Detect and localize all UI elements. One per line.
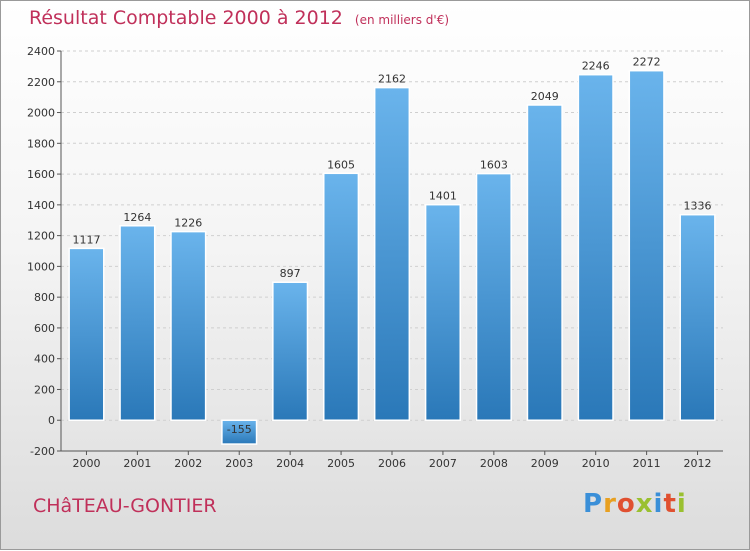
bar [424,203,461,421]
logo-letter: i [676,489,687,519]
logo-letter: i [653,489,664,519]
data-label: 2162 [378,73,406,86]
x-tick-label: 2009 [531,457,559,470]
bar [628,69,665,421]
y-tick-label: 800 [34,291,55,304]
y-tick-label: 0 [48,414,55,427]
y-tick-label: 2400 [27,45,55,58]
x-tick-label: 2002 [174,457,202,470]
y-tick-label: 2200 [27,76,55,89]
data-label: 2049 [531,90,559,103]
logo-letter: r [603,489,617,519]
logo-letter: P [583,489,604,519]
chart-title: Résultat Comptable 2000 à 2012 (en millie… [29,7,449,29]
y-tick-label: 400 [34,353,55,366]
bar [577,73,614,421]
x-axis: 2000 2001 2002 2003 2004 2005 2006 2007 2008 2009… [72,451,712,470]
x-tick-label: 2011 [633,457,661,470]
proxiti-logo[interactable]: Proxiti [583,489,687,519]
data-label: 1226 [174,217,202,230]
x-tick-label: 2001 [123,457,151,470]
data-label: 1117 [72,233,100,246]
y-tick-label: 1800 [27,137,55,150]
data-label: -155 [227,423,252,436]
bar [373,86,411,421]
bar [475,172,512,421]
y-tick-label: 1400 [27,199,55,212]
x-tick-label: 2004 [276,457,304,470]
x-tick-label: 2007 [429,457,457,470]
x-tick-label: 2003 [225,457,253,470]
data-label: 1264 [123,211,151,224]
bar [679,213,716,421]
data-label: 1336 [684,200,712,213]
data-labels: 1117 1264 1226 -155 897 1605 2162 1401 1603 2049 2… [72,56,711,437]
bar [119,225,156,421]
x-tick-label: 2012 [684,457,712,470]
data-label: 1401 [429,190,457,203]
bar [68,247,105,421]
y-axis: -200 0 200 400 600 800 1000 1200 1400 1600 1800 200… [27,45,723,458]
y-tick-label: 1200 [27,230,55,243]
bar [221,419,258,445]
y-tick-label: 600 [34,322,55,335]
x-tick-label: 2010 [582,457,610,470]
x-tick-label: 2006 [378,457,406,470]
chart-title-unit: (en milliers d'€) [354,13,450,27]
y-tick-label: 2000 [27,107,55,120]
data-label: 2246 [582,60,610,73]
data-label: 1605 [327,158,355,171]
bars [68,69,716,445]
x-tick-label: 2000 [72,457,100,470]
bar [170,230,207,421]
bar [323,172,360,421]
y-tick-label: -200 [30,445,55,458]
logo-letter: x [635,489,654,519]
y-tick-label: 200 [34,383,55,396]
data-label: 2272 [633,56,661,69]
bar [272,281,309,421]
bar [526,104,563,421]
chart-title-main: Résultat Comptable 2000 à 2012 [29,7,343,29]
data-label: 897 [280,267,301,280]
x-tick-label: 2005 [327,457,355,470]
logo-letter: o [616,489,636,519]
commune-name: CHâTEAU-GONTIER [33,495,217,517]
y-tick-label: 1600 [27,168,55,181]
x-tick-label: 2008 [480,457,508,470]
logo-letter: t [663,489,677,519]
data-label: 1603 [480,159,508,172]
y-tick-label: 1000 [27,260,55,273]
